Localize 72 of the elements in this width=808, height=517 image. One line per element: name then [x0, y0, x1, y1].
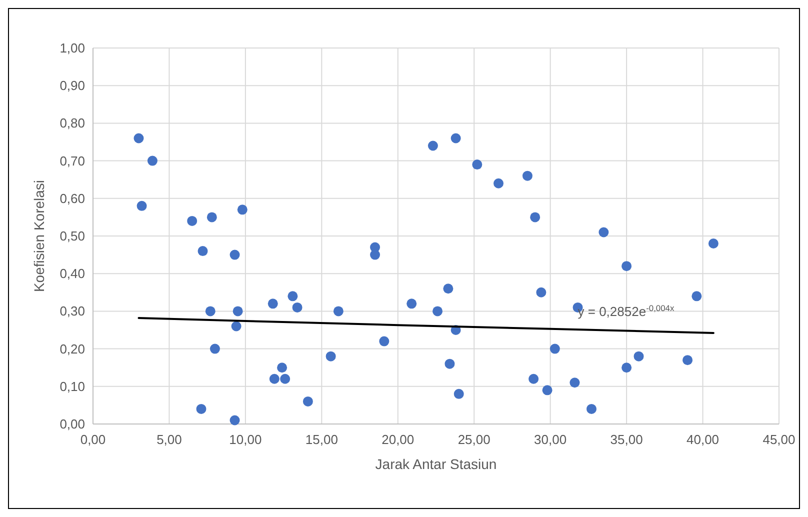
x-tick-label: 30,00 [534, 432, 567, 447]
y-tick-label: 0,20 [60, 341, 85, 356]
y-tick-label: 1,00 [60, 40, 85, 56]
point [530, 212, 540, 222]
x-tick-label: 35,00 [610, 432, 643, 447]
point [206, 212, 217, 222]
point [542, 385, 552, 396]
y-tick-label: 0,90 [60, 78, 85, 94]
point [692, 291, 702, 302]
point [472, 160, 482, 170]
x-tick-label: 40,00 [686, 432, 720, 447]
point [454, 388, 464, 399]
x-tick-label: 0,00 [80, 432, 106, 447]
y-tick-label: 0,30 [60, 304, 85, 319]
point [450, 133, 461, 144]
point [231, 321, 242, 332]
point [708, 238, 718, 249]
y-tick-label: 0,60 [60, 190, 85, 206]
point [136, 200, 147, 211]
y-tick-label: 0,80 [60, 116, 85, 131]
point [333, 306, 344, 316]
x-tick-label: 45,00 [762, 432, 796, 447]
point [237, 204, 248, 215]
point [622, 261, 632, 272]
x-tick-label: 15,00 [305, 432, 338, 447]
point [134, 133, 144, 144]
point [432, 306, 443, 316]
point [288, 291, 298, 302]
point [230, 415, 240, 426]
y-tick-label: 0,10 [60, 378, 85, 394]
point [269, 374, 280, 384]
point [522, 170, 532, 181]
point [634, 351, 644, 362]
point [210, 344, 220, 354]
x-tick-label: 25,00 [458, 432, 490, 447]
point [528, 374, 539, 384]
point [292, 302, 302, 312]
point [187, 216, 198, 226]
point [370, 250, 380, 260]
y-axis-title: Koefisien Korelasi [31, 180, 47, 292]
y-tick-label: 0,70 [60, 153, 85, 168]
point [302, 396, 313, 406]
point [570, 378, 580, 388]
y-tick-label: 0,00 [60, 416, 85, 432]
point [586, 404, 596, 414]
point [196, 404, 206, 414]
point [198, 246, 208, 256]
point [443, 284, 454, 294]
point [147, 156, 158, 166]
x-tick-label: 5,00 [156, 432, 182, 447]
point [494, 178, 504, 188]
point [682, 355, 693, 366]
point [205, 306, 216, 316]
point [379, 336, 390, 346]
point [536, 287, 546, 298]
y-tick-label: 0,50 [60, 228, 85, 244]
point [280, 374, 290, 384]
point [268, 298, 278, 309]
point [232, 306, 243, 316]
point [326, 351, 336, 362]
x-tick-label: 10,00 [229, 432, 262, 447]
point [550, 344, 560, 354]
point [277, 362, 288, 373]
point [230, 250, 240, 260]
y-tick-label: 0,40 [60, 266, 85, 282]
point [428, 140, 438, 151]
point [406, 298, 417, 309]
point [622, 362, 632, 373]
point [444, 358, 455, 369]
x-axis-title: Jarak Antar Stasiun [375, 456, 497, 472]
x-tick-label: 20,00 [382, 432, 414, 447]
point [598, 227, 609, 238]
